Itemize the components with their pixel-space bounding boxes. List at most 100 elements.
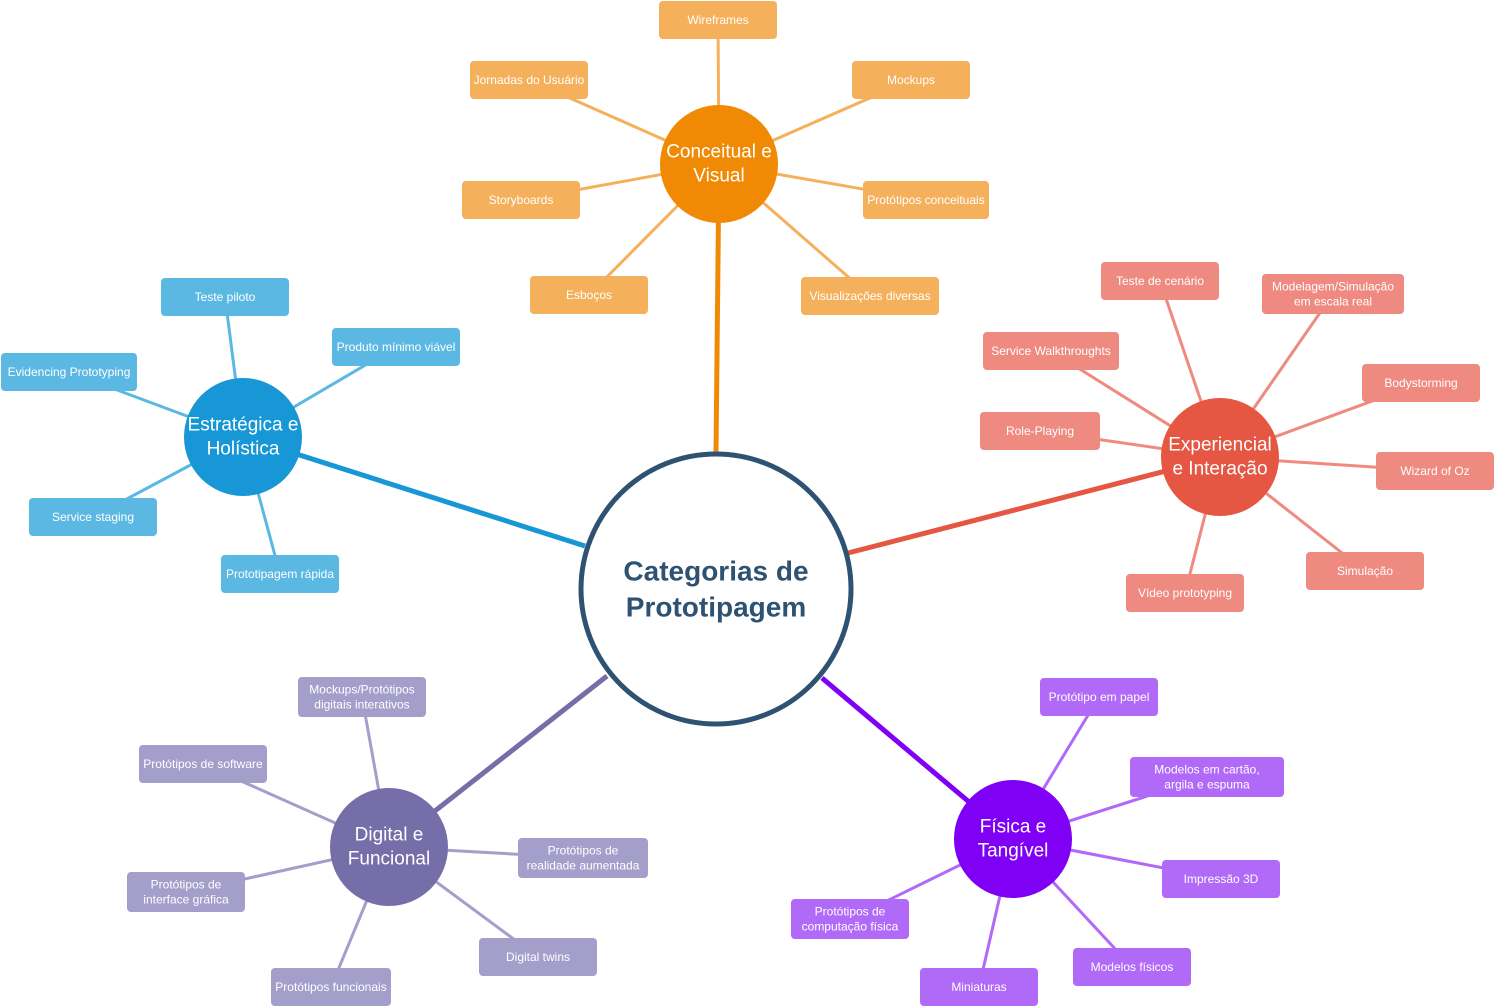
- leaf-box: [127, 872, 245, 912]
- hub-node-fisica[interactable]: Física e Tangível: [954, 780, 1072, 898]
- hub-circle: [330, 788, 448, 906]
- leaf-node-produto-minimo-viavel[interactable]: Produto mínimo viável: [332, 328, 460, 366]
- leaf-box: [1162, 860, 1280, 898]
- leaf-box: [139, 745, 267, 783]
- leaf-node-service-walkthroughts[interactable]: Service Walkthroughts: [983, 332, 1119, 370]
- leaf-node-jornadas-do-usuario[interactable]: Jornadas do Usuário: [470, 61, 588, 99]
- leaf-label-line-1: Miniaturas: [951, 980, 1006, 994]
- hub-label-line-1: Conceitual e: [666, 142, 772, 163]
- leaf-box: [332, 328, 460, 366]
- leaf-box: [221, 555, 339, 593]
- hub-circle: [660, 105, 778, 223]
- leaf-label-line-2: computação física: [802, 920, 899, 934]
- leaf-node-digital-twins[interactable]: Digital twins: [479, 938, 597, 976]
- leaf-label-line-1: Digital twins: [506, 950, 570, 964]
- hub-circle: [954, 780, 1072, 898]
- leaf-node-visualizacoes-diversas[interactable]: Visualizações diversas: [801, 277, 939, 315]
- leaf-label-line-1: Protótipos de: [548, 844, 619, 858]
- leaf-node-wizard-of-oz[interactable]: Wizard of Oz: [1376, 452, 1494, 490]
- hub-label-line-1: Digital e: [355, 825, 424, 846]
- leaf-node-storyboards[interactable]: Storyboards: [462, 181, 580, 219]
- leaf-box: [1, 353, 137, 391]
- leaf-label-line-1: Wireframes: [687, 13, 748, 27]
- leaf-label-line-1: Vídeo prototyping: [1138, 586, 1232, 600]
- leaf-label-line-1: Evidencing Prototyping: [8, 365, 131, 379]
- leaf-label-line-1: Protótipos de: [151, 878, 222, 892]
- leaf-label-line-1: Mockups/Protótipos: [309, 683, 414, 697]
- hub-node-conceitual[interactable]: Conceitual e Visual: [660, 105, 778, 223]
- leaf-label-line-1: Role-Playing: [1006, 424, 1074, 438]
- leaf-label-line-1: Storyboards: [489, 193, 554, 207]
- leaf-node-prototipo-em-papel[interactable]: Protótipo em papel: [1040, 678, 1158, 716]
- leaf-box: [518, 838, 648, 878]
- hub-label-line-2: Holística: [207, 439, 280, 460]
- leaf-label-line-1: Teste de cenário: [1116, 274, 1204, 288]
- center-circle: [578, 451, 854, 727]
- leaf-node-esbocos[interactable]: Esboços: [530, 276, 648, 314]
- leaf-box: [852, 61, 970, 99]
- leaf-node-miniaturas[interactable]: Miniaturas: [920, 968, 1038, 1006]
- hub-label-line-1: Estratégica e: [188, 415, 299, 436]
- leaf-node-evidencing-prototyping[interactable]: Evidencing Prototyping: [1, 353, 137, 391]
- leaf-node-prototipos-de-software[interactable]: Protótipos de software: [139, 745, 267, 783]
- leaf-label-line-1: Service staging: [52, 510, 134, 524]
- hub-node-estrategica[interactable]: Estratégica e Holística: [184, 378, 302, 496]
- leaf-label-line-1: Protótipos de software: [143, 757, 263, 771]
- leaf-box: [1376, 452, 1494, 490]
- leaf-label-line-1: Jornadas do Usuário: [474, 73, 585, 87]
- leaf-label-line-1: Mockups: [887, 73, 935, 87]
- leaf-box: [479, 938, 597, 976]
- leaf-box: [1126, 574, 1244, 612]
- leaf-label-line-1: Protótipos funcionais: [275, 980, 386, 994]
- hub-node-experiencial[interactable]: Experiencial e Interação: [1161, 398, 1279, 516]
- leaf-node-video-prototyping[interactable]: Vídeo prototyping: [1126, 574, 1244, 612]
- leaf-label-line-1: Protótipo em papel: [1049, 690, 1150, 704]
- center-title-line-1: Categorias de: [623, 556, 808, 587]
- trunk-connector-estrategica: [242, 434, 586, 549]
- leaf-label-line-2: interface gráfica: [143, 893, 229, 907]
- hub-label-line-2: Visual: [693, 166, 744, 187]
- hub-node-digital[interactable]: Digital e Funcional: [330, 788, 448, 906]
- leaf-node-prototipos-funcionais[interactable]: Protótipos funcionais: [271, 968, 391, 1006]
- leaf-node-teste-piloto[interactable]: Teste piloto: [161, 278, 289, 316]
- leaf-box: [161, 278, 289, 316]
- leaf-node-prototipagem-rapida[interactable]: Prototipagem rápida: [221, 555, 339, 593]
- leaf-node-modelos-fisicos[interactable]: Modelos físicos: [1073, 948, 1191, 986]
- leaf-box: [530, 276, 648, 314]
- leaf-label-line-2: em escala real: [1294, 295, 1372, 309]
- leaf-node-role-playing[interactable]: Role-Playing: [980, 412, 1100, 450]
- leaf-node-impressao-3d[interactable]: Impressão 3D: [1162, 860, 1280, 898]
- center-node[interactable]: Categorias de Prototipagem: [578, 451, 854, 727]
- leaf-node-teste-de-cenario[interactable]: Teste de cenário: [1101, 262, 1219, 300]
- hub-label-line-1: Física e: [980, 817, 1047, 838]
- leaf-node-service-staging[interactable]: Service staging: [29, 498, 157, 536]
- leaf-box: [1130, 757, 1284, 797]
- hub-label-line-2: e Interação: [1172, 459, 1267, 480]
- leaf-box: [863, 181, 989, 219]
- trunk-connector-experiencial: [847, 454, 1221, 556]
- leaf-label-line-2: realidade aumentada: [527, 859, 640, 873]
- leaf-node-wireframes[interactable]: Wireframes: [659, 1, 777, 39]
- leaf-node-mockups[interactable]: Mockups: [852, 61, 970, 99]
- leaf-label-line-1: Esboços: [566, 288, 612, 302]
- hub-label-line-2: Tangível: [978, 841, 1049, 862]
- leaf-label-line-1: Service Walkthroughts: [991, 344, 1111, 358]
- leaf-box: [791, 899, 909, 939]
- leaf-label-line-1: Produto mínimo viável: [337, 340, 456, 354]
- leaf-box: [1262, 274, 1404, 314]
- leaf-node-prototipos-conceituais[interactable]: Protótipos conceituais: [863, 181, 989, 219]
- leaf-node-bodystorming[interactable]: Bodystorming: [1362, 364, 1480, 402]
- leaf-label-line-1: Wizard of Oz: [1400, 464, 1469, 478]
- leaf-node-modelos-em-cartao-argila-e-espuma[interactable]: Modelos em cartão,argila e espuma: [1130, 757, 1284, 797]
- leaf-box: [920, 968, 1038, 1006]
- leaf-box: [1101, 262, 1219, 300]
- leaf-node-simulacao[interactable]: Simulação: [1306, 552, 1424, 590]
- leaf-box: [470, 61, 588, 99]
